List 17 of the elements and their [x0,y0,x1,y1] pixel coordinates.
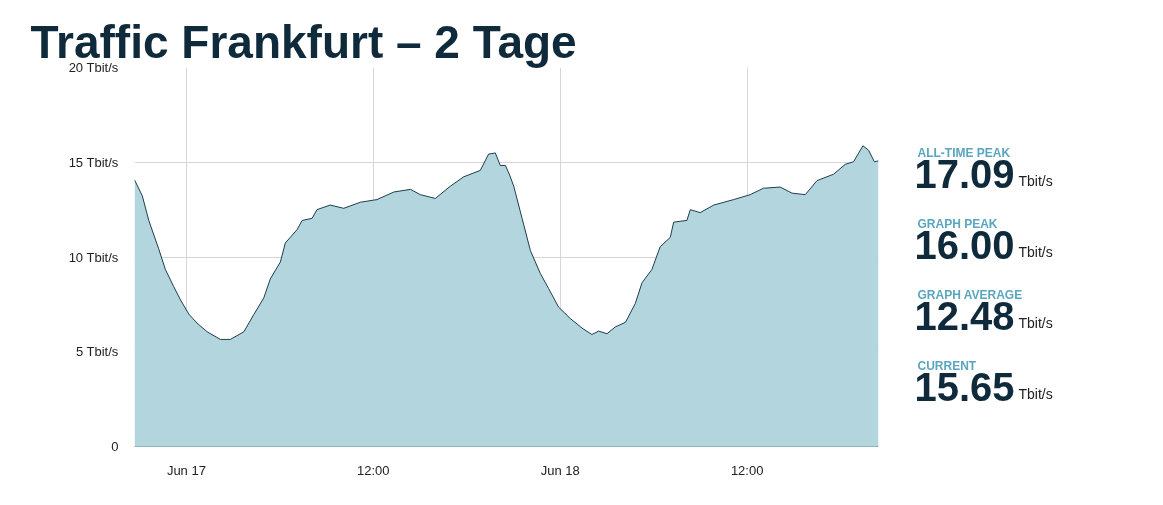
x-tick-label: 12:00 [730,462,764,478]
x-tick-label: Jun 18 [540,462,580,478]
text: Tbit/s [1018,173,1053,190]
y-tick-label: 15 Tbit/s [68,154,119,170]
text: CURRENT [917,359,977,374]
text: ALL-TIME PEAK [917,146,1011,161]
y-tick-label: 20 Tbit/s [68,60,119,75]
x-tick-label: 12:00 [357,462,390,478]
y-tick-label: 0 [111,439,119,454]
text: Tbit/s [1018,386,1053,403]
x-tick-label: Jun 17 [166,462,206,478]
text: GRAPH AVERAGE [917,288,1023,303]
text: GRAPH PEAK [917,217,998,232]
y-tick-label: 5 Tbit/s [75,344,119,360]
y-tick-label: 10 Tbit/s [68,249,119,265]
text: Tbit/s [1018,315,1053,332]
text: Tbit/s [1018,244,1053,261]
